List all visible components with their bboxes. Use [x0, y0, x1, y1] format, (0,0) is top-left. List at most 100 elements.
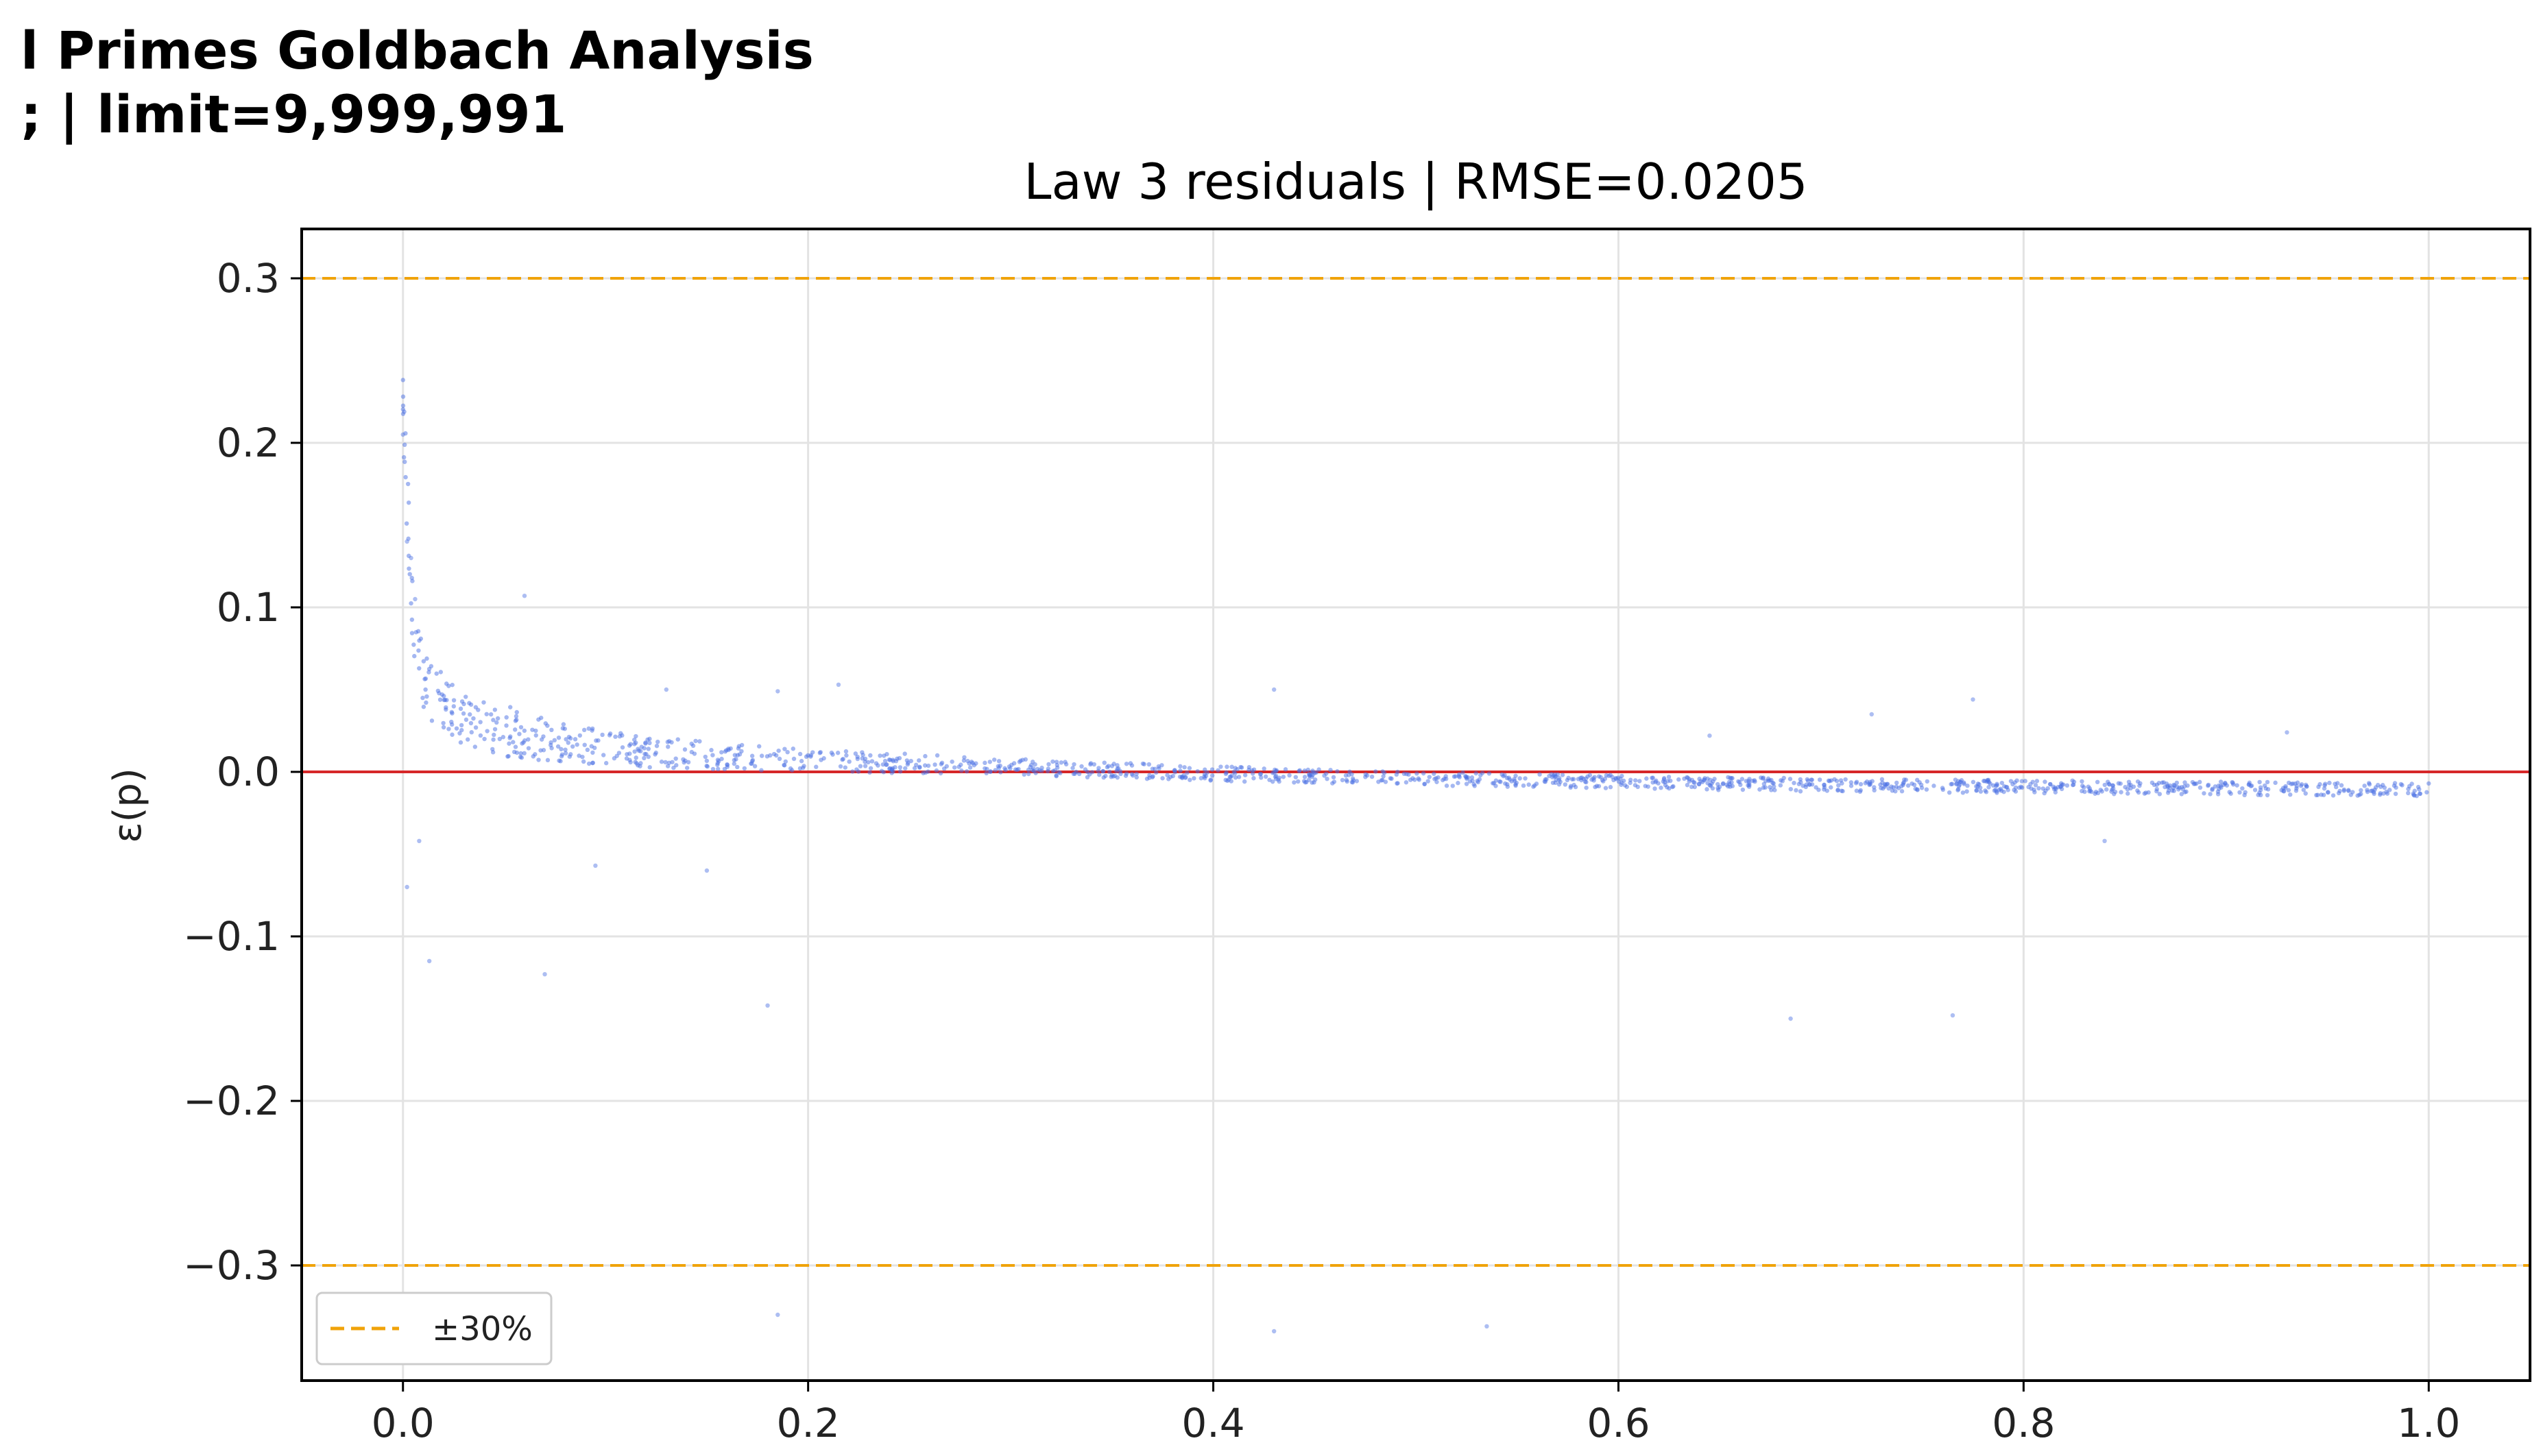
residual-point [797, 751, 803, 757]
residual-point [1453, 774, 1458, 779]
residual-point [1072, 762, 1076, 767]
residual-point [1395, 769, 1400, 775]
residual-point [1894, 780, 1899, 786]
residual-point [1604, 773, 1609, 778]
residual-point [628, 760, 633, 765]
residual-point [589, 744, 594, 749]
residual-point [459, 723, 464, 728]
residual-point [1708, 784, 1713, 788]
residual-point [2247, 780, 2252, 786]
residual-point [559, 752, 565, 757]
residual-point [513, 744, 518, 749]
residual-point [1571, 782, 1576, 788]
residual-point [1692, 780, 1697, 786]
residual-point [1349, 772, 1354, 777]
residual-point [1899, 784, 1904, 789]
residual-point [1192, 776, 1196, 781]
residual-point [1787, 777, 1793, 781]
y-tick-label: 0.2 [217, 420, 280, 466]
residual-point [1063, 760, 1068, 764]
residual-outlier-point [426, 958, 432, 964]
residual-outlier-point [409, 555, 413, 561]
residual-point [2219, 785, 2224, 790]
residual-point [912, 766, 917, 771]
residual-point [1761, 785, 1766, 790]
residual-point [559, 747, 564, 752]
residual-point [411, 642, 416, 647]
residual-point [1434, 779, 1439, 784]
residual-point [2323, 781, 2328, 786]
residual-point [568, 752, 573, 757]
residual-point [863, 764, 868, 768]
residual-point [581, 759, 586, 764]
residual-point [585, 747, 590, 753]
residual-point [1947, 790, 1952, 795]
residual-point [409, 600, 413, 606]
residual-point [607, 733, 612, 738]
residual-point [463, 717, 469, 723]
residual-point [473, 725, 479, 730]
figure-title-line-1: l Primes Goldbach Analysis [21, 20, 814, 81]
residual-point [2125, 791, 2130, 796]
residual-point [2157, 792, 2163, 797]
residual-outlier-point [413, 596, 418, 602]
residual-point [1736, 779, 1741, 784]
residual-point [600, 732, 605, 738]
residual-point [1676, 777, 1681, 782]
residual-point [1229, 779, 1233, 784]
residual-point [2002, 784, 2007, 789]
residual-point [710, 753, 715, 757]
residual-point [1382, 771, 1387, 775]
residual-point [1203, 767, 1207, 772]
residual-point [1771, 784, 1777, 789]
residual-point [1109, 764, 1115, 768]
residual-point [1925, 779, 1929, 784]
residual-point [1868, 781, 1873, 787]
residual-point [2184, 789, 2189, 794]
residual-point [1153, 770, 1159, 775]
residual-point [1380, 777, 1385, 783]
residual-point [1554, 777, 1558, 782]
residual-point [2227, 790, 2232, 794]
residual-point [1708, 777, 1713, 782]
residual-point [1584, 785, 1589, 790]
residual-point [627, 751, 632, 756]
y-tick-label: 0.0 [217, 749, 280, 795]
residual-point [693, 738, 698, 744]
residual-point [2357, 792, 2362, 797]
residual-point [776, 748, 781, 753]
residual-point [2043, 779, 2047, 784]
residual-point [1924, 787, 1929, 792]
residual-point [1262, 766, 1266, 771]
residual-point [1277, 775, 1282, 780]
residual-point [1665, 779, 1670, 784]
residual-point [791, 747, 795, 751]
residual-point [482, 736, 487, 742]
residual-point [2146, 790, 2151, 795]
residual-point [1223, 771, 1229, 777]
residual-point [1070, 766, 1075, 771]
residual-point [2283, 784, 2288, 789]
residual-point [697, 739, 702, 744]
residual-point [1794, 788, 1798, 793]
residual-outlier-point [1271, 1328, 1277, 1334]
x-tick-label: 1.0 [2397, 1400, 2460, 1446]
residual-point [1203, 773, 1209, 779]
residual-point [422, 677, 427, 681]
residual-point [1046, 766, 1051, 771]
residual-point [2194, 781, 2199, 786]
residual-point [655, 739, 660, 744]
residual-point [2365, 788, 2370, 792]
residual-point [777, 756, 782, 762]
residual-point [1825, 788, 1829, 793]
residual-point [424, 694, 429, 699]
residual-point [1178, 768, 1183, 773]
residual-point [1840, 788, 1845, 794]
residual-point [458, 706, 463, 712]
residual-point [2104, 787, 2109, 792]
residual-point [1827, 779, 1832, 784]
residual-point [1962, 781, 1966, 786]
residual-point [634, 761, 639, 766]
residual-point [1974, 788, 1979, 792]
residual-point [1306, 771, 1312, 777]
